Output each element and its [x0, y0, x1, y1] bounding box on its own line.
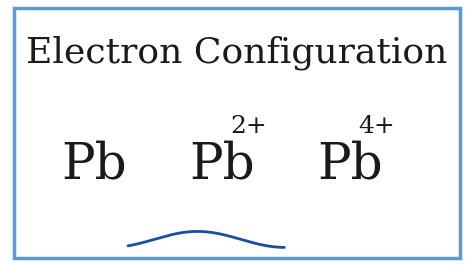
- Text: Pb: Pb: [318, 140, 383, 190]
- Text: 4+: 4+: [358, 115, 395, 138]
- Text: Electron Configuration: Electron Configuration: [27, 36, 447, 70]
- Text: Pb: Pb: [62, 140, 127, 190]
- Text: 2+: 2+: [230, 115, 267, 138]
- Text: Pb: Pb: [190, 140, 255, 190]
